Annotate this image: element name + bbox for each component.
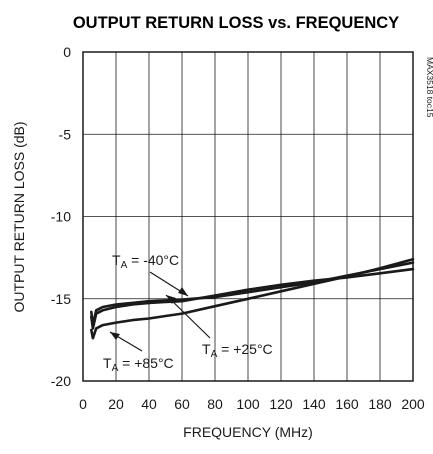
annotation-minus40-t: T xyxy=(112,252,121,268)
annotation-plus25-t: T xyxy=(202,341,211,357)
annotation-plus85-sub: A xyxy=(112,363,119,374)
annotation-plus25-sub: A xyxy=(211,349,218,360)
annotation-plus85-text: = +85°C xyxy=(118,355,173,371)
annotation-minus40-arrowhead xyxy=(178,287,188,296)
x-tick-label: 0 xyxy=(79,396,87,412)
y-axis-label: OUTPUT RETURN LOSS (dB) xyxy=(11,121,27,312)
x-axis-label: FREQUENCY (MHz) xyxy=(183,424,313,440)
annotation-plus25: TA = +25°C xyxy=(202,341,273,360)
annotation-minus40: TA = -40°C xyxy=(112,252,179,271)
x-tick-label: 200 xyxy=(401,396,425,412)
x-tick-label: 60 xyxy=(174,396,190,412)
annotation-plus25-text: = +25°C xyxy=(217,341,272,357)
y-tick-label: -15 xyxy=(51,291,71,307)
y-tick-label: -5 xyxy=(59,126,72,142)
plot-frame xyxy=(82,51,414,382)
chart-title: OUTPUT RETURN LOSS vs. FREQUENCY xyxy=(73,14,399,32)
annotation-minus40-sub: A xyxy=(121,260,128,271)
annotation-plus85-arrowhead xyxy=(110,332,120,340)
x-tick-label: 180 xyxy=(368,396,392,412)
y-tick-label: 0 xyxy=(63,44,71,60)
series-line-3 xyxy=(90,257,415,340)
x-tick-labels: 0 20 40 60 80 100 120 140 160 180 200 xyxy=(79,396,425,412)
annotation-plus25-leader xyxy=(165,294,211,339)
x-tick-label: 20 xyxy=(108,396,124,412)
annotation-plus85-t: T xyxy=(103,355,112,371)
x-tick-label: 120 xyxy=(269,396,293,412)
x-tick-label: 140 xyxy=(302,396,326,412)
annotation-plus85: TA = +85°C xyxy=(103,355,174,374)
x-tick-label: 160 xyxy=(335,396,359,412)
annotation-minus40-text: = -40°C xyxy=(127,252,179,268)
x-tick-label: 40 xyxy=(141,396,157,412)
grid xyxy=(83,52,413,381)
figure-code: MAX3518 toc15 xyxy=(425,57,433,118)
y-tick-label: -20 xyxy=(51,373,71,389)
y-tick-label: -10 xyxy=(51,209,71,225)
x-tick-label: 100 xyxy=(236,396,260,412)
y-tick-labels: 0 -5 -10 -15 -20 xyxy=(51,44,71,389)
x-tick-label: 80 xyxy=(207,396,223,412)
annotation-plus25-arrowhead xyxy=(166,295,176,304)
